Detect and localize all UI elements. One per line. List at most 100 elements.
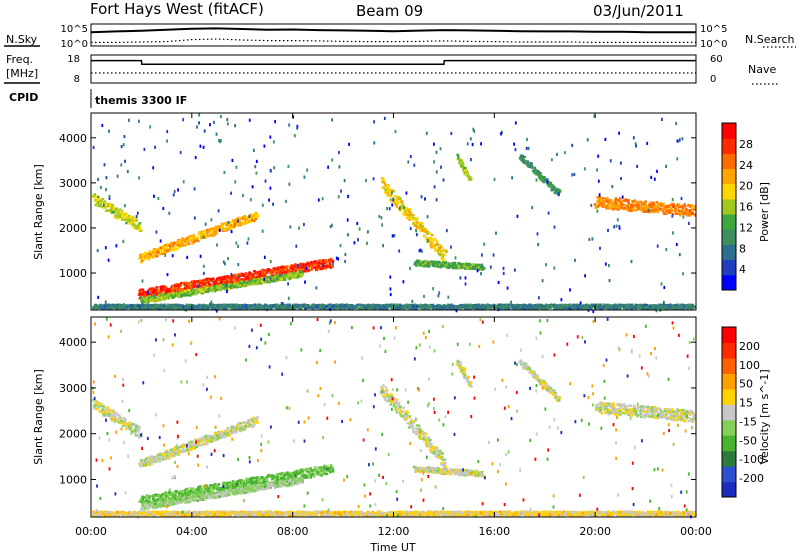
data-cell [400,304,404,308]
data-cell [138,292,142,295]
data-cell [378,306,381,310]
data-cell [283,270,286,273]
data-cell [677,209,681,213]
data-cell [657,305,660,308]
data-cell [310,261,313,264]
data-cell [455,309,458,313]
data-cell [674,205,678,208]
data-cell [499,303,503,306]
data-cell [595,303,598,306]
data-cell [209,277,212,281]
data-cell [672,205,675,208]
data-cell [208,229,212,232]
data-cell [277,276,281,279]
data-cell [555,306,559,309]
data-cell [309,264,313,267]
data-cell [637,305,640,309]
data-cell [464,169,467,172]
data-cell [182,307,185,310]
data-cell [224,284,227,288]
data-cell [96,305,99,308]
data-cell [196,304,199,308]
data-cell [465,172,468,176]
data-cell [222,280,226,283]
data-cell [364,306,367,309]
data-cell [677,307,681,310]
data-cell [192,304,195,307]
data-cell [137,223,141,226]
data-cell [463,267,467,270]
data-cell [445,307,449,310]
data-cell [242,217,245,220]
data-cell [275,303,279,306]
data-cell [289,277,292,280]
data-cell [177,286,180,289]
data-cell [676,157,679,161]
data-cell [238,284,241,288]
data-cell [279,278,282,281]
data-cell [227,227,231,230]
data-cell [179,281,183,285]
data-cell [309,305,313,309]
data-cell [147,257,151,260]
data-cell [681,207,684,210]
data-cell [104,209,108,212]
data-cell [399,198,402,201]
data-cell [375,303,378,307]
data-cell [472,306,476,309]
data-cell [173,241,176,245]
data-cell [312,304,315,307]
data-cell [138,222,142,225]
data-cell [658,207,662,211]
data-cell [413,307,416,310]
data-cell [682,304,686,307]
data-cell [414,261,417,264]
data-cell [426,232,429,235]
data-cell [221,222,224,226]
data-cell [170,241,173,244]
data-cell [187,289,191,292]
data-cell [208,284,212,287]
data-cell [265,270,268,273]
data-cell [186,282,190,285]
data-cell [396,198,400,201]
data-cell [523,156,526,159]
data-cell [463,303,467,307]
data-cell [119,209,123,213]
data-cell [147,252,150,256]
data-cell [691,207,694,211]
data-cell [461,263,464,266]
data-cell [230,282,234,285]
data-cell [683,209,686,212]
data-cell [155,293,158,296]
data-cell [95,195,99,198]
data-cell [623,306,627,309]
data-cell [620,206,623,209]
data-cell [168,211,171,215]
data-cell [434,238,437,242]
data-cell [235,277,239,280]
freq-tick-high: 18 [67,54,80,65]
data-cell [380,177,384,180]
data-cell [693,206,697,209]
data-cell [394,303,398,307]
data-cell [125,221,128,225]
data-cell [111,303,115,306]
data-cell [173,289,177,292]
data-cell [394,197,398,201]
data-cell [545,307,548,310]
data-cell [609,207,612,210]
data-cell [424,197,426,201]
data-cell [396,307,400,310]
data-cell [655,201,659,204]
data-cell [322,263,325,268]
data-cell [166,305,170,308]
data-cell [395,195,398,199]
data-cell [111,211,114,214]
data-cell [168,244,171,248]
data-cell [136,224,139,228]
data-cell [447,266,450,270]
data-cell [201,285,205,288]
data-cell [168,288,171,291]
data-cell [179,151,182,155]
